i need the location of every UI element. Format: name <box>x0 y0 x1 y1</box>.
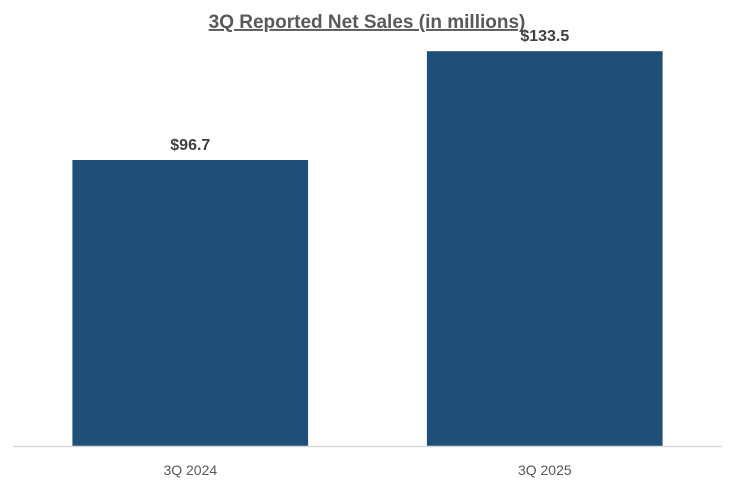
data-label-0: $96.7 <box>170 137 210 154</box>
ticks-layer: 3Q 2024 3Q 2025 <box>163 462 571 478</box>
bar-1 <box>426 51 663 446</box>
data-label-1: $133.5 <box>520 28 569 45</box>
x-tick-label-0: 3Q 2024 <box>163 462 217 478</box>
labels-layer: $96.7 $133.5 <box>170 28 569 154</box>
bar-0 <box>72 160 309 446</box>
chart-title: 3Q Reported Net Sales (in millions) <box>209 12 526 33</box>
x-tick-label-1: 3Q 2025 <box>518 462 572 478</box>
bars-layer <box>72 51 663 446</box>
